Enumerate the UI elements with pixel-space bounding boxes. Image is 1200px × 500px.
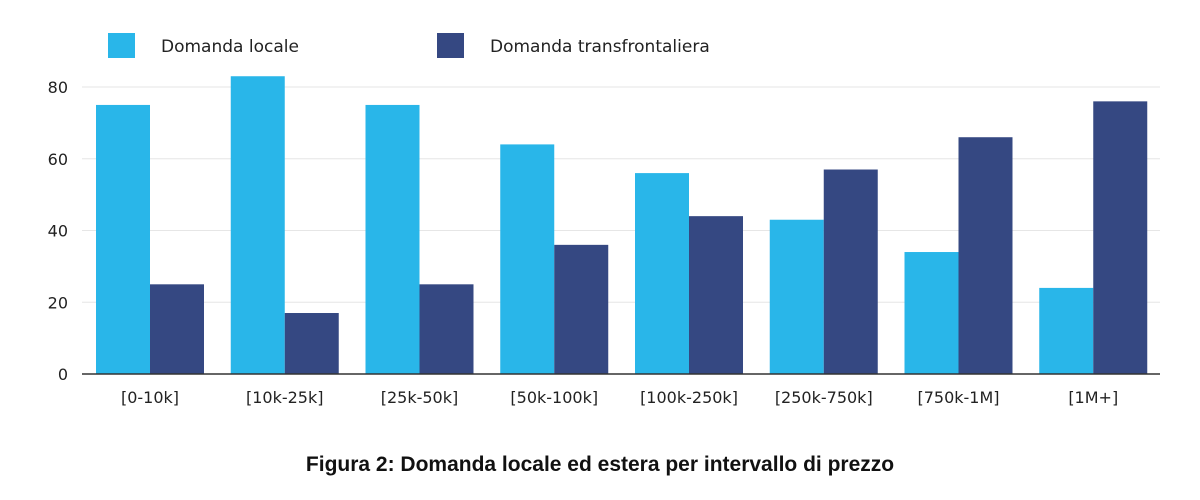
y-tick-label: 80: [48, 78, 68, 97]
y-tick-label: 60: [48, 150, 68, 169]
y-tick-label: 0: [58, 365, 68, 384]
bar-local-6: [904, 252, 959, 374]
x-tick-label: [10k-25k]: [246, 388, 324, 407]
legend-label-local: Domanda locale: [161, 37, 299, 57]
bar-local-1: [230, 76, 285, 375]
legend-swatch-local: [108, 33, 135, 58]
bar-local-3: [500, 144, 555, 374]
bars: [96, 76, 1148, 375]
bar-cross-border-3: [554, 244, 609, 374]
x-tick-label: [750k-1M]: [917, 388, 999, 407]
bar-local-7: [1039, 287, 1094, 374]
bar-cross-border-5: [823, 169, 878, 374]
bar-cross-border-7: [1093, 101, 1148, 374]
y-tick-label: 40: [48, 222, 68, 241]
legend-swatch-cross-border: [437, 33, 464, 58]
bar-cross-border-2: [419, 284, 474, 374]
x-tick-label: [25k-50k]: [381, 388, 459, 407]
axes: 0 20 40 60 80 [0-10k] [10k-25k] [25k-50k] [50k-1…: [48, 78, 1160, 407]
bar-local-4: [635, 173, 689, 374]
bar-cross-border-0: [150, 284, 204, 374]
bar-cross-border-4: [689, 216, 743, 374]
y-tick-label: 20: [48, 293, 68, 312]
figure-caption: Figura 2: Domanda locale ed estera per i…: [306, 453, 894, 476]
bar-local-2: [365, 104, 420, 374]
legend: Domanda locale Domanda transfrontaliera: [108, 33, 710, 58]
x-tick-label: [50k-100k]: [510, 388, 598, 407]
bar-cross-border-1: [284, 313, 339, 374]
x-tick-label: [0-10k]: [121, 388, 179, 407]
x-tick-label: [100k-250k]: [640, 388, 738, 407]
bar-local-0: [96, 104, 150, 374]
x-tick-label: [250k-750k]: [775, 388, 873, 407]
bar-cross-border-6: [958, 137, 1013, 374]
bar-local-5: [769, 219, 824, 374]
x-tick-label: [1M+]: [1068, 388, 1118, 407]
legend-label-cross-border: Domanda transfrontaliera: [490, 37, 710, 57]
